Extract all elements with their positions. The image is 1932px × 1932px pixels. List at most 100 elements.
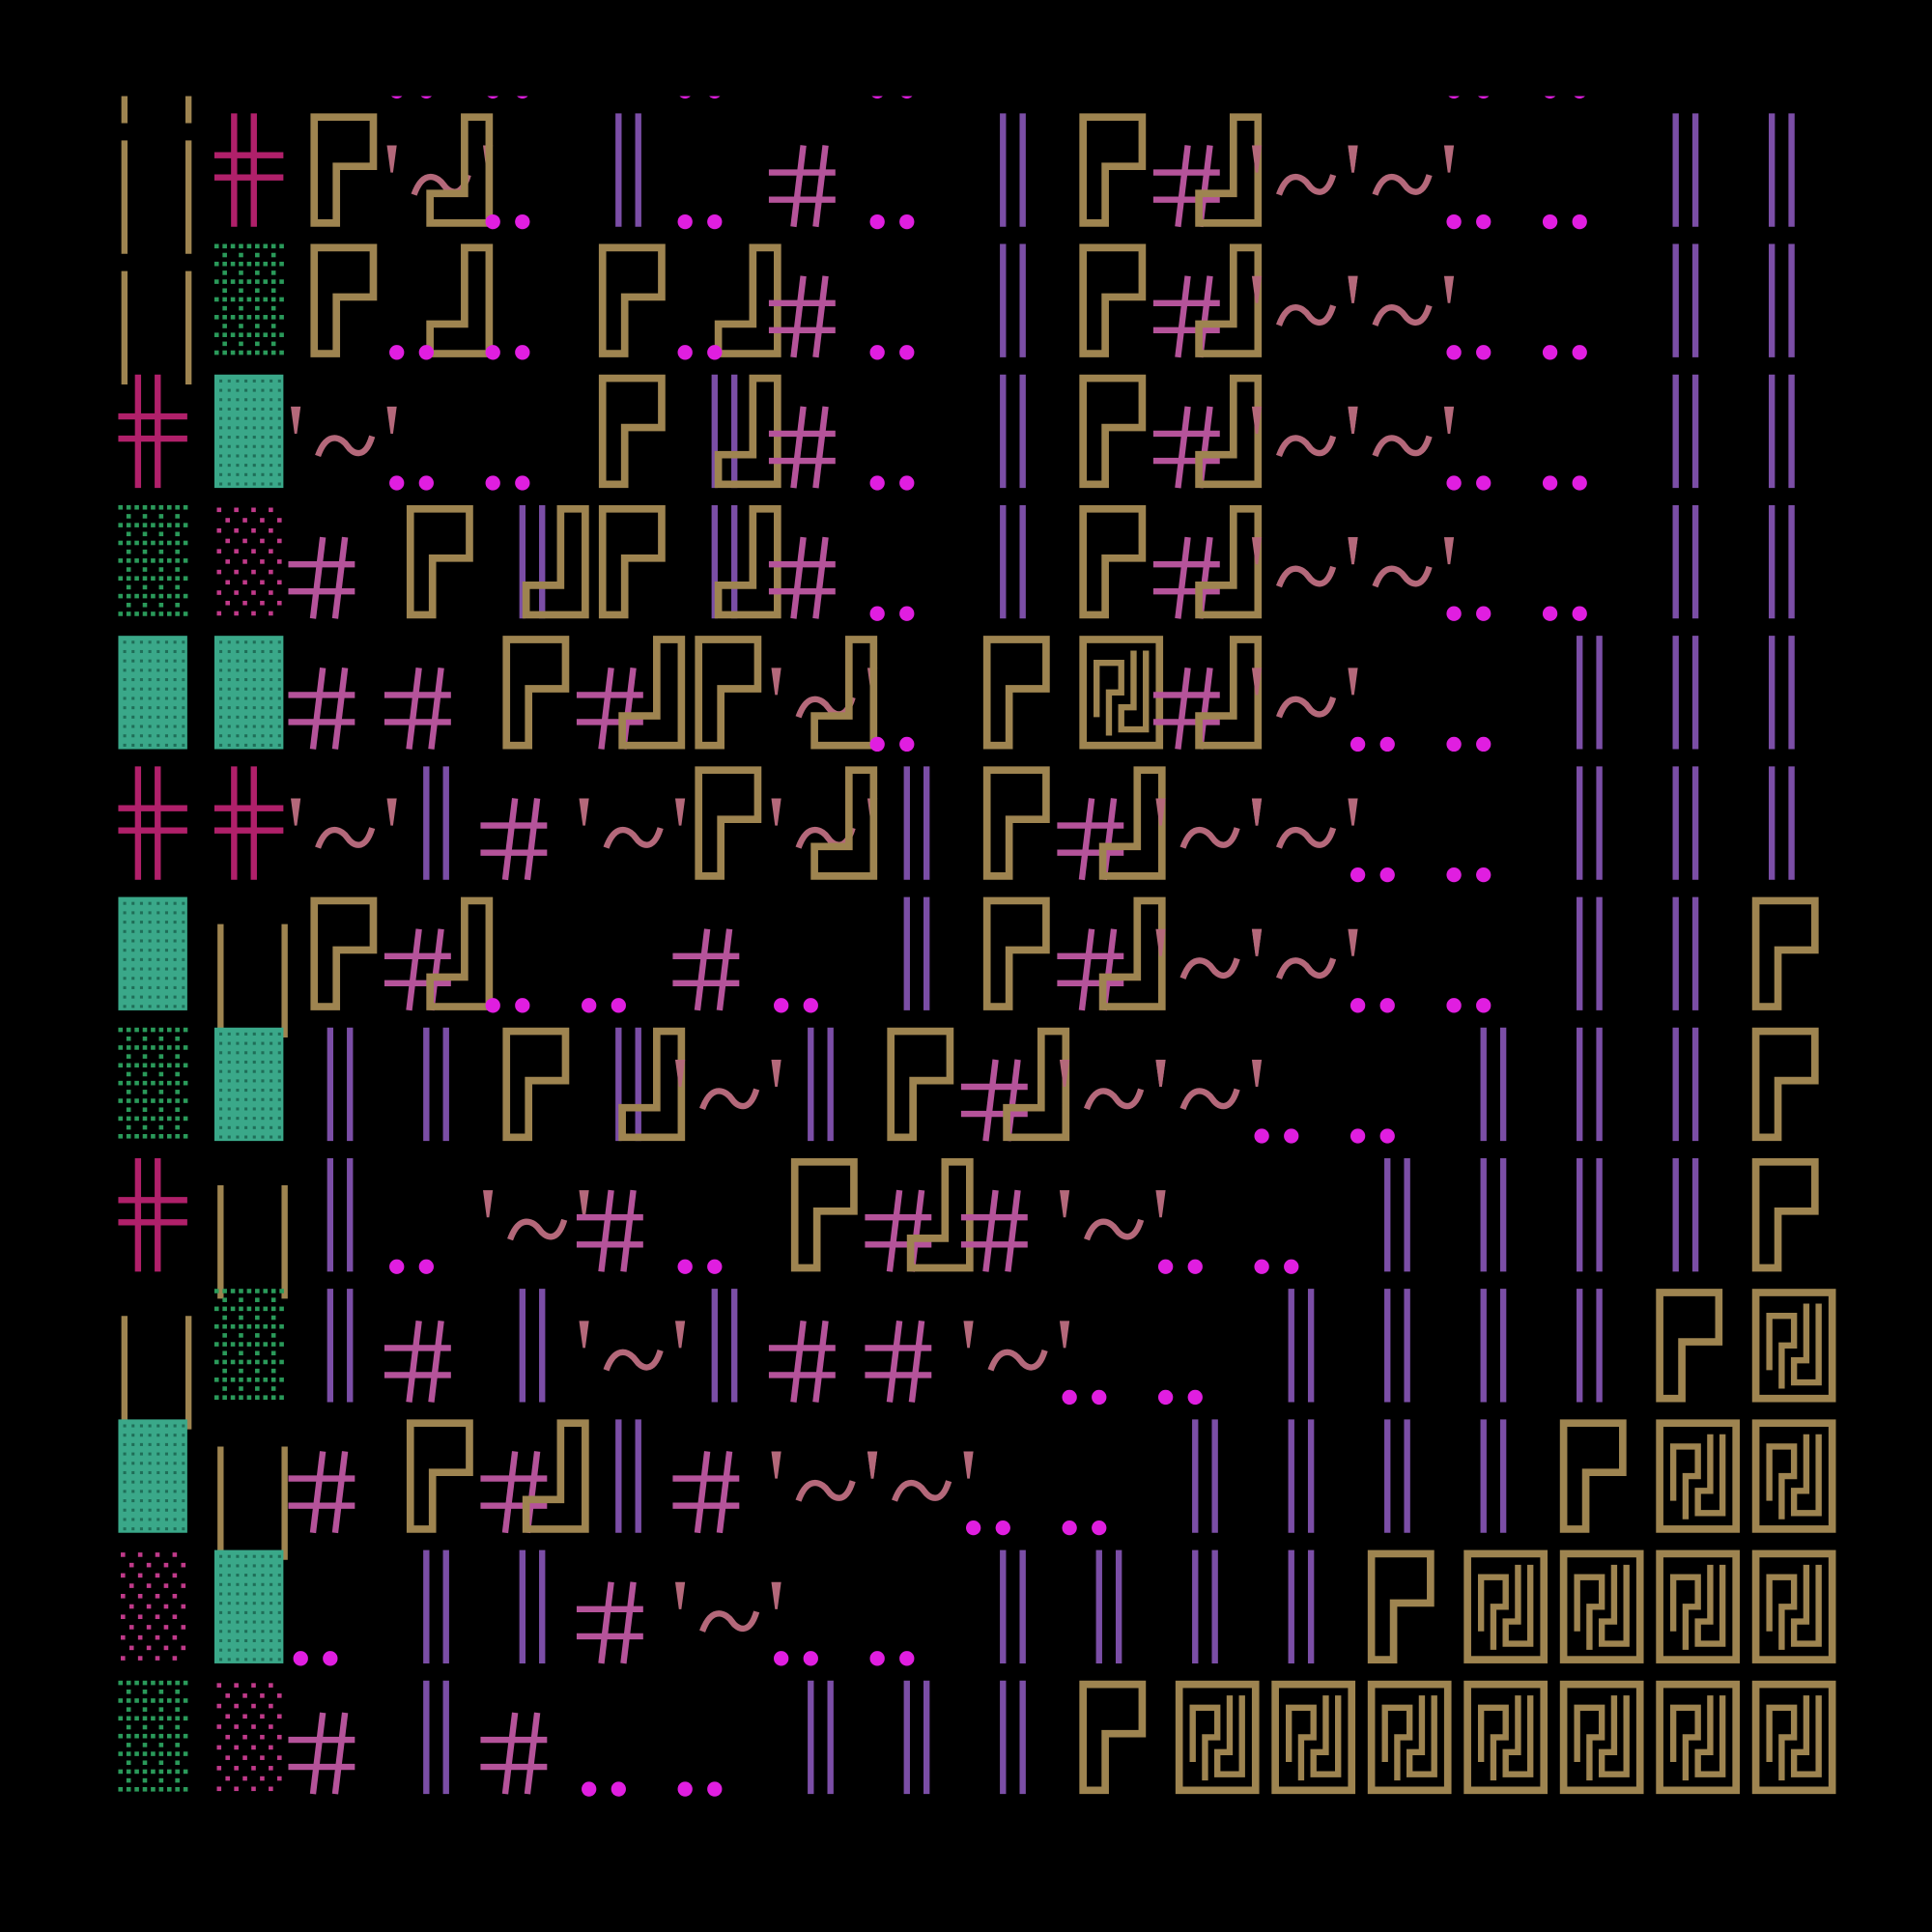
water-hole xyxy=(156,939,160,943)
water-hole xyxy=(270,472,273,476)
water-hole xyxy=(270,1097,273,1101)
moss-dot xyxy=(158,1054,164,1059)
moss-dot xyxy=(142,1716,148,1721)
water-hole xyxy=(123,901,127,905)
hash-bar xyxy=(1078,798,1095,881)
hash-bar xyxy=(501,798,519,881)
water-hole xyxy=(236,1125,240,1129)
tile xyxy=(1079,113,1147,227)
door-right xyxy=(906,1157,974,1272)
water-hole xyxy=(261,640,265,644)
tilde-tick xyxy=(1251,537,1263,565)
hash-bar xyxy=(716,1451,733,1534)
water-hole xyxy=(227,379,231,383)
door-box-inner xyxy=(1214,1695,1245,1777)
water-hole xyxy=(139,696,143,700)
moss-dot xyxy=(166,576,172,582)
moss-dot xyxy=(213,350,219,355)
moss-dot xyxy=(175,504,180,510)
water-hole xyxy=(244,398,248,402)
water-hole xyxy=(219,668,223,672)
moss-dot xyxy=(118,1733,124,1739)
door-right xyxy=(714,374,781,489)
tile xyxy=(1251,668,1358,719)
water-hole xyxy=(219,706,223,710)
water-hole xyxy=(261,482,265,486)
water-hole xyxy=(261,696,265,700)
water-hole xyxy=(261,1564,265,1568)
moss-dot xyxy=(279,1289,284,1293)
water-hole xyxy=(164,1462,168,1465)
water-hole xyxy=(227,696,231,700)
moss-dot xyxy=(166,1045,172,1050)
pink-dot xyxy=(121,1614,126,1620)
water-hole xyxy=(139,1470,143,1475)
water-hole xyxy=(139,687,143,691)
moss-dot xyxy=(213,1289,219,1293)
tile xyxy=(213,766,284,880)
moss-dot xyxy=(270,252,276,258)
water-hole xyxy=(164,734,168,738)
water-hole xyxy=(182,921,185,924)
moss-dot xyxy=(175,584,180,590)
tilde-tick xyxy=(963,1451,974,1479)
water-hole xyxy=(261,743,265,747)
moss-dot xyxy=(126,1071,131,1077)
tile xyxy=(1348,537,1455,588)
tilde-tick xyxy=(1155,1059,1166,1087)
tile xyxy=(423,1680,449,1795)
moss-dot xyxy=(246,315,252,320)
hash-bar xyxy=(309,1451,327,1534)
water-hole xyxy=(252,379,256,383)
tile xyxy=(487,96,528,99)
moss-dot xyxy=(263,1378,269,1382)
tile xyxy=(1446,213,1492,230)
tile xyxy=(1384,1289,1410,1403)
moss-dot xyxy=(126,567,131,572)
floor-dot xyxy=(1476,345,1492,360)
tile xyxy=(1367,1680,1452,1795)
hash-bar xyxy=(1078,928,1095,1011)
pink-dot xyxy=(260,1776,265,1781)
pink-dot xyxy=(225,538,231,544)
water-hole xyxy=(236,1574,240,1577)
water-hole xyxy=(131,1462,135,1465)
water-hole xyxy=(148,668,152,672)
water-hole xyxy=(244,464,248,468)
water-hole xyxy=(261,416,265,420)
pink-dot xyxy=(260,1755,265,1760)
moss-dot xyxy=(151,1027,156,1033)
moss-dot xyxy=(255,332,260,337)
tile xyxy=(1751,1419,1836,1533)
water-hole xyxy=(182,1518,185,1521)
moss-dot xyxy=(222,1297,227,1302)
pink-dot xyxy=(225,1693,231,1698)
water-hole xyxy=(244,1620,248,1624)
moss-dot xyxy=(151,1133,156,1139)
water-hole xyxy=(139,640,143,644)
tile xyxy=(887,1027,954,1142)
water-hole xyxy=(252,1620,256,1624)
water-hole xyxy=(277,640,281,644)
water-hole xyxy=(148,1462,152,1465)
tile xyxy=(867,1451,974,1502)
water-hole xyxy=(139,985,143,989)
floor-dot xyxy=(1574,96,1585,99)
water-hole xyxy=(227,472,231,476)
pink-dot xyxy=(242,1776,247,1781)
water-hole xyxy=(156,715,160,719)
moss-dot xyxy=(151,576,156,582)
door-left xyxy=(1079,1680,1147,1795)
water-hole xyxy=(182,1424,185,1428)
water-hole xyxy=(182,724,185,728)
floor-dot xyxy=(418,475,434,491)
water-hole xyxy=(219,743,223,747)
tilde xyxy=(1275,565,1337,588)
tile xyxy=(1057,766,1166,881)
moss-dot xyxy=(263,279,269,284)
floor-dot xyxy=(517,96,528,99)
water-hole xyxy=(173,1470,177,1475)
tile xyxy=(389,475,434,491)
moss-dot xyxy=(158,1743,164,1747)
moss-dot xyxy=(239,315,243,320)
